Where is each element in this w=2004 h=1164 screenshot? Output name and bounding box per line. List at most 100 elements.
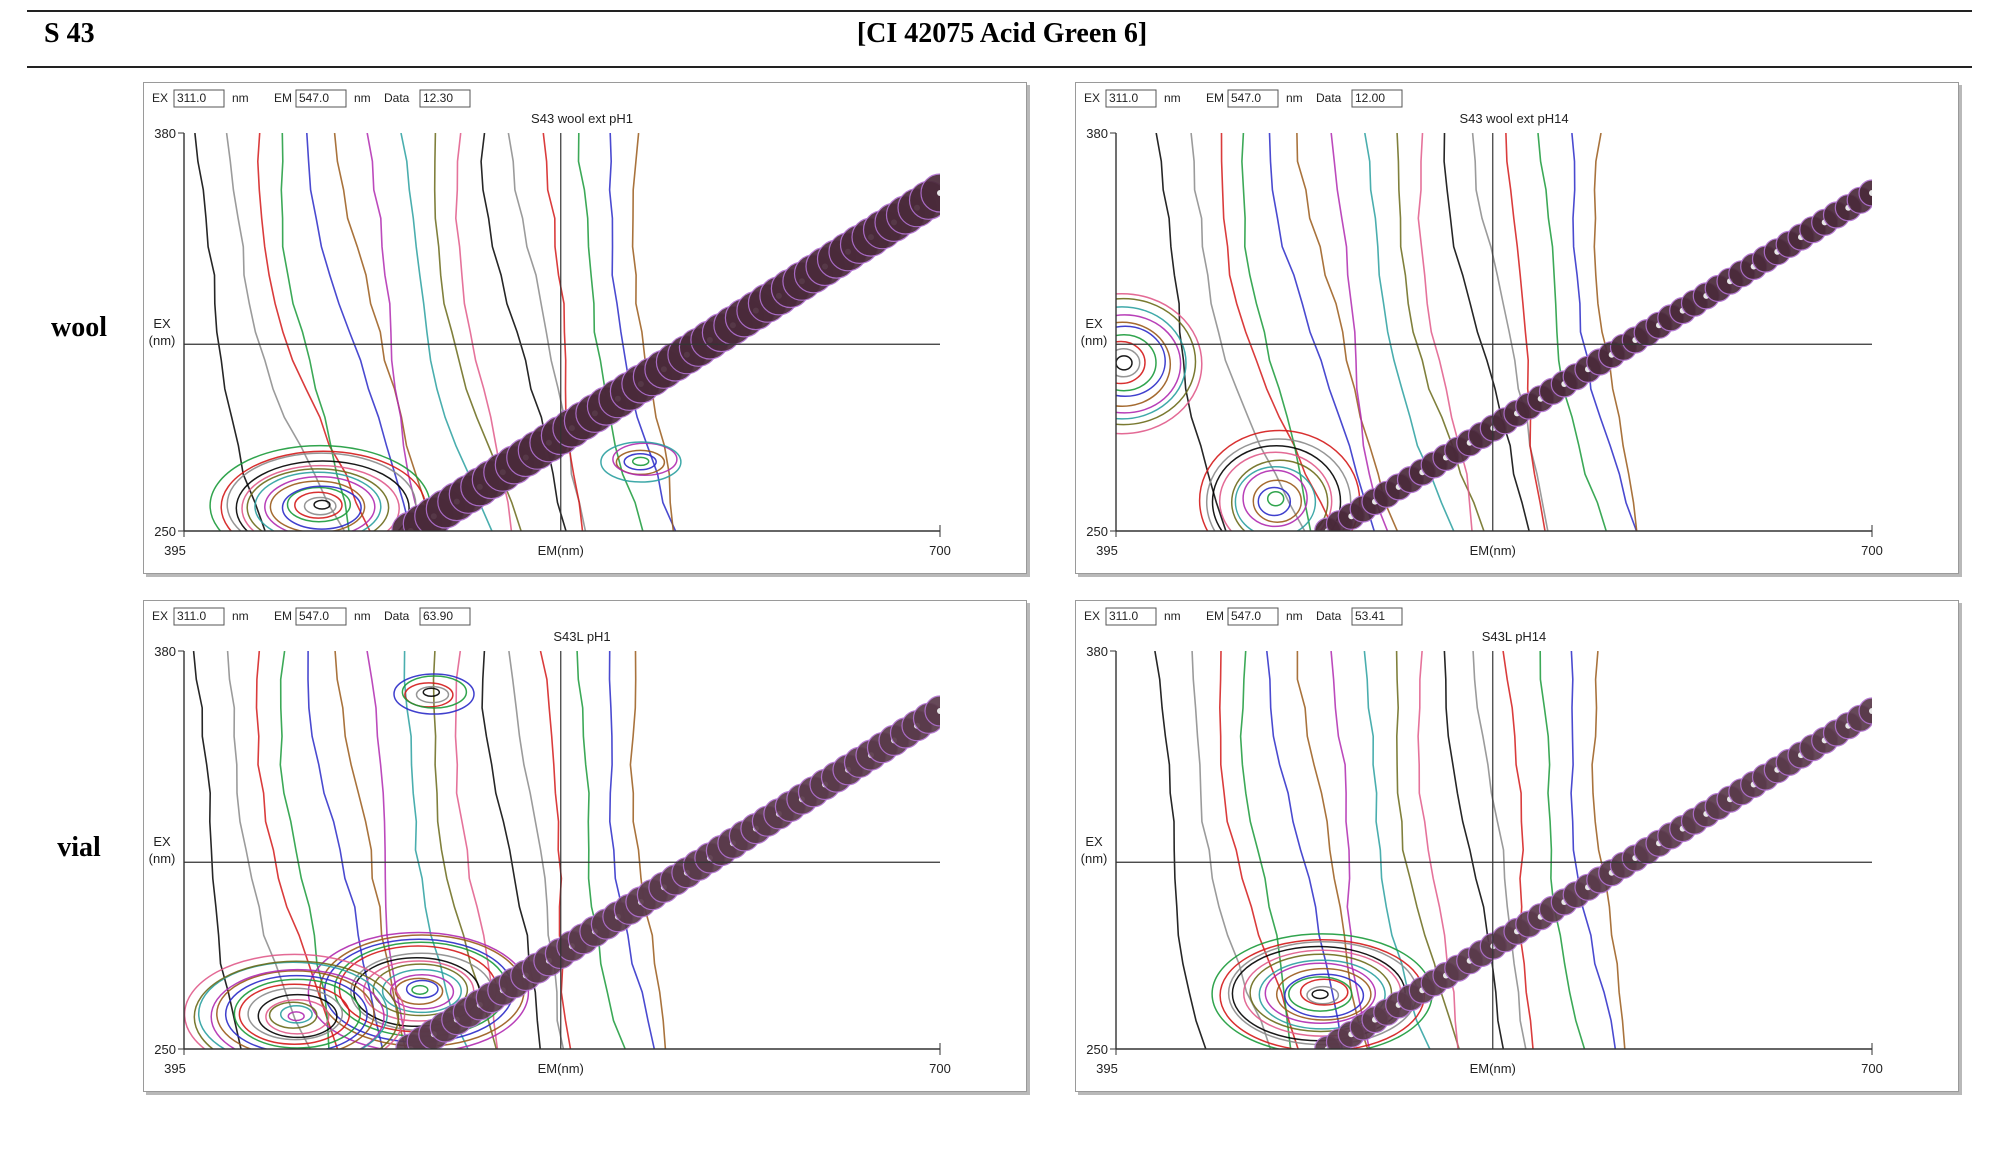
contour-line (1191, 651, 1272, 1049)
contour-lines (184, 651, 940, 1049)
em-value: 547.0 (299, 91, 329, 105)
peak-contour-ring (1311, 989, 1329, 1000)
data-value: 63.90 (423, 609, 453, 623)
x-tick-label: 700 (929, 543, 951, 558)
peak-contour-ring (1252, 479, 1303, 523)
page-title: [CI 42075 Acid Green 6] (856, 18, 1148, 49)
contour-line (1268, 133, 1375, 531)
contour-line (1537, 133, 1607, 531)
peak-contour-ring (224, 974, 368, 1049)
contour-line (1443, 133, 1530, 531)
peak-contour-ring (235, 460, 410, 531)
peak-contour-ring (1234, 466, 1317, 531)
contour-line (508, 651, 565, 1049)
contour-line (577, 133, 644, 531)
x-tick-label: 395 (164, 543, 186, 558)
contour-line (1396, 133, 1485, 531)
em-label: EM (1206, 609, 1224, 623)
panel-vial-ph1: EX 311.0 nm EM 547.0 nm Data 63.90 S43L pH1 380 25… (143, 600, 1027, 1092)
peak-contours (209, 444, 431, 531)
contour-line (280, 133, 350, 531)
peak-contour-ring (197, 961, 389, 1049)
data-label: Data (384, 91, 410, 105)
peak-contour-ring (401, 675, 468, 709)
ex-unit: nm (1164, 609, 1181, 623)
peak-contour-ring (210, 968, 385, 1049)
ex-label: EX (152, 91, 168, 105)
peak-contour-ring (404, 682, 454, 708)
em-value: 547.0 (1231, 91, 1261, 105)
contour-line (366, 133, 427, 531)
y-axis-label: EX (nm) (149, 316, 176, 348)
contour-line (507, 133, 587, 531)
contour-line (1472, 651, 1527, 1049)
contour-line (542, 133, 584, 531)
contour-line (1266, 651, 1343, 1049)
y-tick-label: 380 (154, 644, 176, 659)
info-bar: EX 311.0 nm EM 547.0 nm Data 63.90 (152, 607, 471, 626)
contour-line (629, 651, 667, 1049)
y-axis-label: EX (nm) (149, 834, 176, 866)
peak-contour-ring (1288, 976, 1353, 1012)
peak-contour-ring (269, 480, 366, 531)
peak-contour-ring (247, 987, 344, 1041)
peak-contour-ring (241, 464, 400, 531)
y-tick-label: 380 (1086, 126, 1108, 141)
ex-label: EX (1084, 91, 1100, 105)
contour-line (1330, 133, 1389, 531)
eem-contour-chart: EX 311.0 nm EM 547.0 nm Data 53.41 S43L pH14 380 2… (1076, 601, 1958, 1091)
scatter-bead (924, 695, 940, 727)
contour-line (608, 651, 656, 1049)
rayleigh-scatter-band (391, 173, 940, 531)
y-axis-label: EX (nm) (1081, 834, 1108, 866)
peak-contour-ring (279, 1004, 313, 1024)
peak-contour-ring (281, 485, 362, 530)
em-value-field (295, 89, 347, 108)
peak-contour-ring (313, 499, 331, 510)
contour-line (306, 133, 412, 531)
contour-line (1571, 133, 1638, 531)
em-unit: nm (1286, 609, 1303, 623)
contour-line (1190, 133, 1306, 531)
contour-lines (1116, 133, 1872, 531)
contour-line (225, 133, 346, 531)
peak-contour-ring (623, 453, 657, 471)
panel-wool-ph1: EX 311.0 nm EM 547.0 nm Data 12.30 S43 wool ext … (143, 82, 1027, 574)
contour-line (403, 651, 469, 1049)
ex-label: EX (1084, 609, 1100, 623)
peak-contour-ring (1116, 292, 1203, 435)
eem-contour-chart: EX 311.0 nm EM 547.0 nm Data 63.90 S43L pH1 380 25… (144, 601, 1026, 1091)
info-bar: EX 311.0 nm EM 547.0 nm Data 12.00 (1084, 89, 1403, 108)
peak-contour-ring (246, 468, 390, 531)
y-tick-label: 250 (1086, 524, 1108, 539)
peak-contour-ring (615, 449, 666, 476)
peak-contours (600, 441, 682, 483)
data-label: Data (1316, 91, 1342, 105)
x-axis-label: EM(nm) (538, 543, 584, 558)
contour-line (194, 133, 266, 531)
peak-contour-ring (257, 993, 338, 1039)
header-rule (27, 66, 1972, 68)
x-axis-label: EM(nm) (538, 1061, 584, 1076)
contour-line (1155, 133, 1227, 531)
peak-contour-ring (372, 963, 469, 1017)
chart-title: S43 wool ext pH14 (1459, 111, 1568, 126)
y-tick-label: 380 (154, 126, 176, 141)
data-value: 53.41 (1355, 609, 1385, 623)
ex-value-field (1105, 607, 1157, 626)
sample-id: S 43 (44, 18, 95, 49)
contour-line (1218, 651, 1299, 1049)
contour-line (1296, 133, 1399, 531)
contour-line (1502, 651, 1534, 1049)
scatter-bead-core (1869, 190, 1872, 196)
em-value: 547.0 (299, 609, 329, 623)
ex-unit: nm (232, 91, 249, 105)
ex-value-field (173, 607, 225, 626)
contour-line (226, 651, 311, 1049)
peak-contour-ring (1116, 297, 1197, 426)
scatter-bead-core (937, 708, 940, 714)
em-unit: nm (354, 609, 371, 623)
em-label: EM (1206, 91, 1224, 105)
peak-contour-ring (1116, 355, 1133, 371)
peak-contour-ring (422, 687, 441, 697)
